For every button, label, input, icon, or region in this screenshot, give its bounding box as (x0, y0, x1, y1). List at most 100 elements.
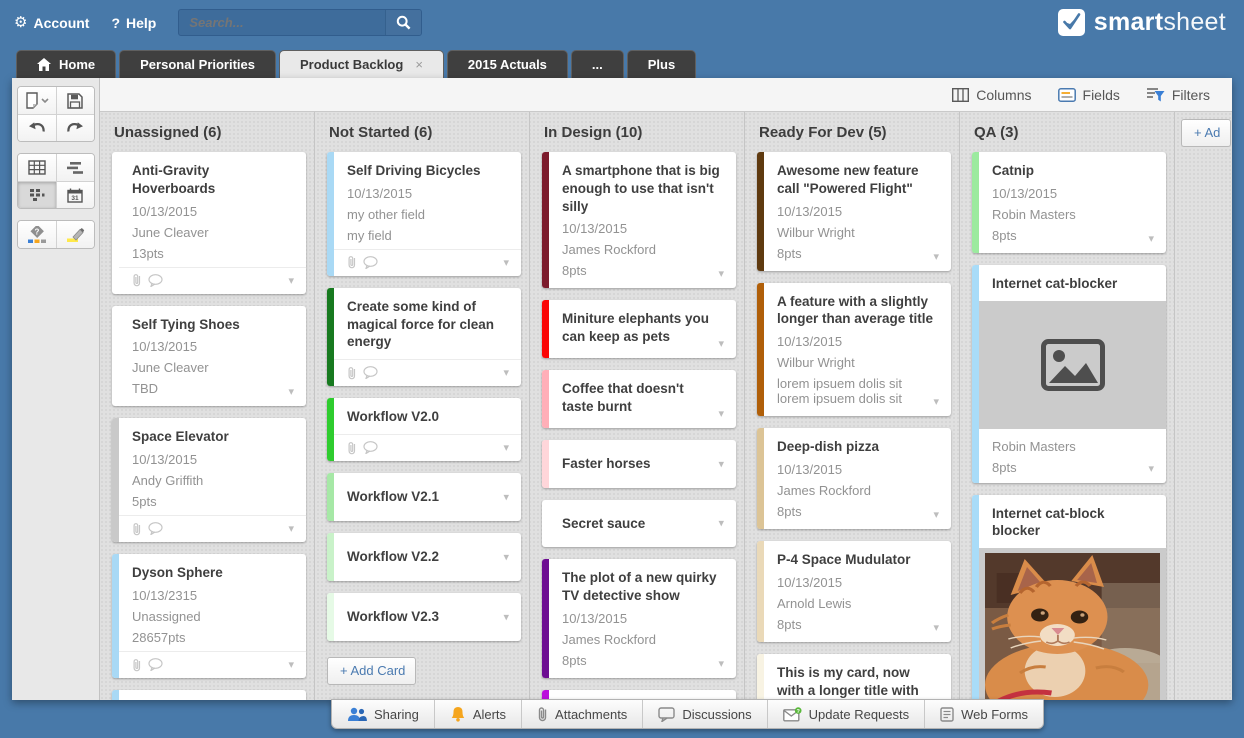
chevron-down-icon[interactable]: ▾ (503, 490, 509, 504)
chevron-down-icon[interactable]: ▾ (503, 366, 509, 380)
chevron-down-icon[interactable]: ▾ (718, 337, 724, 351)
chevron-down-icon[interactable]: ▾ (1148, 461, 1154, 475)
chevron-down-icon[interactable]: ▾ (503, 550, 509, 564)
paperclip-icon[interactable] (347, 366, 357, 380)
card[interactable]: Awesome new feature call "Powered Flight… (757, 152, 951, 271)
card[interactable]: Deep-dish pizza 10/13/2015 James Rockfor… (757, 428, 951, 530)
chevron-down-icon[interactable]: ▾ (503, 610, 509, 624)
search-input[interactable] (179, 10, 386, 35)
card[interactable]: Self Tying Shoes 10/13/2015 June Cleaver… (112, 305, 306, 407)
bell-icon (451, 707, 465, 722)
add-card-button[interactable]: + Add Card (327, 656, 417, 685)
card[interactable]: Secret sauce ▾ (542, 499, 736, 548)
card[interactable]: This is my card, now with a longer title… (757, 653, 951, 700)
comment-icon[interactable] (363, 366, 378, 380)
chevron-down-icon[interactable]: ▾ (718, 406, 724, 420)
card[interactable]: Internet cat-blocker Robin Masters 8pts … (972, 264, 1166, 483)
paperclip-icon[interactable] (347, 255, 357, 269)
comment-icon[interactable] (363, 255, 378, 269)
discussions-button[interactable]: Discussions (643, 700, 768, 728)
tab-plus[interactable]: Plus (626, 50, 697, 78)
card-field: my other field (347, 206, 426, 222)
tab-product-backlog[interactable]: Product Backlog × (279, 50, 444, 78)
card[interactable]: Anti-Gravity Hoverboards 10/13/2015 June… (112, 152, 306, 294)
conditional-formatting-button[interactable]: ? (17, 221, 56, 248)
highlight-changes-button[interactable] (55, 221, 94, 248)
web-forms-button[interactable]: Web Forms (925, 700, 1043, 728)
card[interactable]: Workflow V2.2 ▾ (327, 532, 521, 581)
card[interactable]: Miniture elephants you can keep as pets … (542, 300, 736, 359)
card[interactable]: Faster horses ▾ (542, 439, 736, 488)
chevron-down-icon[interactable]: ▾ (503, 441, 509, 455)
tab-close-icon[interactable]: × (415, 57, 423, 72)
paperclip-icon[interactable] (132, 273, 142, 287)
card[interactable]: Internet cat-block blocker (972, 494, 1166, 700)
add-lane-button[interactable]: + Ad (1181, 119, 1232, 147)
card[interactable]: Dyson Sphere 10/13/2315 Unassigned 28657… (112, 554, 306, 679)
chevron-down-icon[interactable]: ▾ (933, 620, 939, 634)
paperclip-icon[interactable] (132, 658, 142, 672)
card[interactable]: P-4 Space Mudulator 10/13/2015 Arnold Le… (757, 541, 951, 642)
chevron-down-icon[interactable]: ▾ (933, 395, 939, 409)
fields-menu[interactable]: Fields (1057, 87, 1120, 103)
help-menu[interactable]: ? Help (111, 15, 156, 31)
chevron-down-icon[interactable]: ▾ (933, 508, 939, 522)
card[interactable]: Awesome new feature 10/13/2015 James Roc… (542, 689, 736, 700)
comment-icon[interactable] (363, 441, 378, 455)
chevron-down-icon[interactable]: ▾ (503, 255, 509, 269)
card[interactable]: Workflow V2.0 ▾ (327, 398, 521, 462)
save-button[interactable] (55, 87, 94, 114)
tab-home[interactable]: Home (16, 50, 117, 78)
card[interactable]: Secondary Mars Datacenter (112, 690, 306, 700)
undo-button[interactable] (17, 114, 56, 141)
update-requests-button[interactable]: ? Update Requests (768, 700, 926, 728)
gantt-view-button[interactable] (55, 154, 94, 181)
fields-icon (1057, 87, 1076, 102)
card-footer: ▾ (334, 434, 521, 461)
card[interactable]: Space Elevator 10/13/2015 Andy Griffith … (112, 418, 306, 543)
card-points: 8pts (777, 245, 802, 261)
chevron-down-icon[interactable]: ▾ (718, 457, 724, 471)
chevron-down-icon[interactable]: ▾ (933, 249, 939, 263)
sharing-button[interactable]: Sharing (332, 700, 435, 728)
paperclip-icon[interactable] (132, 522, 142, 536)
tab-personal-priorities[interactable]: Personal Priorities (119, 50, 277, 78)
comment-icon[interactable] (148, 273, 163, 287)
redo-button[interactable] (55, 114, 94, 141)
card[interactable]: Create some kind of magical force for cl… (327, 287, 521, 387)
new-sheet-button[interactable] (17, 87, 56, 114)
chevron-down-icon[interactable]: ▾ (288, 522, 294, 536)
card[interactable]: The plot of a new quirky TV detective sh… (542, 559, 736, 678)
chevron-down-icon[interactable]: ▾ (1148, 231, 1154, 245)
account-menu[interactable]: ⚙ Account (14, 15, 89, 31)
card[interactable]: Self Driving Bicycles 10/13/2015 my othe… (327, 152, 521, 276)
card[interactable]: Coffee that doesn't taste burnt ▾ (542, 370, 736, 428)
card[interactable]: Workflow V2.3 ▾ (327, 592, 521, 641)
card[interactable]: A feature with a slightly longer than av… (757, 282, 951, 417)
card-footer: ▾ (119, 266, 306, 294)
tab-2015-actuals[interactable]: 2015 Actuals (446, 50, 568, 78)
chevron-down-icon[interactable]: ▾ (718, 516, 724, 530)
grid-view-button[interactable] (17, 154, 56, 181)
chevron-down-icon[interactable]: ▾ (288, 658, 294, 672)
filters-menu[interactable]: Filters (1146, 87, 1210, 103)
card-view-button[interactable] (17, 181, 56, 208)
alerts-button[interactable]: Alerts (435, 700, 523, 728)
card[interactable]: Catnip 10/13/2015 Robin Masters 8pts ▾ (972, 152, 1166, 253)
cat-photo (985, 553, 1160, 700)
attachments-button[interactable]: Attachments (522, 700, 644, 728)
card[interactable]: Workflow V2.1 ▾ (327, 473, 521, 521)
comment-icon[interactable] (148, 658, 163, 672)
chevron-down-icon[interactable]: ▾ (288, 273, 294, 287)
search-button[interactable] (385, 10, 422, 35)
columns-menu[interactable]: Columns (952, 87, 1032, 103)
paperclip-icon[interactable] (347, 441, 357, 455)
chevron-down-icon[interactable]: ▾ (288, 385, 294, 399)
calendar-view-button[interactable]: 31 (55, 181, 94, 208)
chevron-down-icon[interactable]: ▾ (718, 267, 724, 281)
chevron-down-icon[interactable]: ▾ (718, 656, 724, 670)
card[interactable]: A smartphone that is big enough to use t… (542, 152, 736, 289)
card-title: Internet cat-blocker (992, 275, 1118, 291)
tab-more[interactable]: ... (570, 50, 624, 78)
comment-icon[interactable] (148, 522, 163, 536)
